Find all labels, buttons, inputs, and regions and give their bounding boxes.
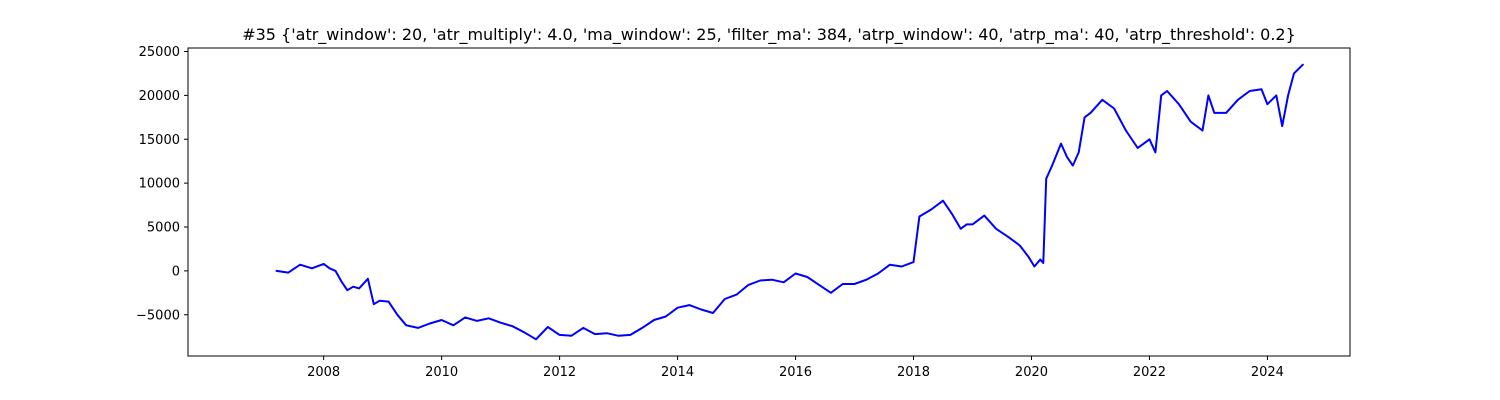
x-tick-label: 2024 — [1251, 365, 1284, 380]
y-tick-label: 10000 — [139, 177, 180, 192]
x-tick-label: 2018 — [897, 365, 930, 380]
y-axis: −5000 0 5000 10000 15000 20000 25000 — [136, 45, 188, 323]
x-tick-label: 2016 — [779, 365, 812, 380]
y-tick-label: 0 — [172, 264, 180, 279]
x-tick-label: 2010 — [425, 365, 458, 380]
y-tick-label: 15000 — [139, 133, 180, 148]
x-axis: 2008 2010 2012 2014 2016 2018 2020 2022 2024 — [307, 356, 1284, 380]
y-tick-label: 5000 — [147, 221, 180, 236]
chart-title: #35 {'atr_window': 20, 'atr_multiply': 4… — [242, 25, 1296, 45]
series-line — [275, 63, 1304, 341]
x-tick-label: 2014 — [661, 365, 694, 380]
plot-area — [275, 63, 1304, 341]
y-tick-label: 20000 — [139, 89, 180, 104]
x-tick-label: 2012 — [543, 365, 576, 380]
plot-frame — [187, 47, 1351, 357]
x-tick-label: 2008 — [307, 365, 340, 380]
y-tick-label: 25000 — [139, 45, 180, 60]
x-tick-label: 2020 — [1015, 365, 1048, 380]
y-tick-label: −5000 — [136, 308, 180, 323]
x-tick-label: 2022 — [1133, 365, 1166, 380]
